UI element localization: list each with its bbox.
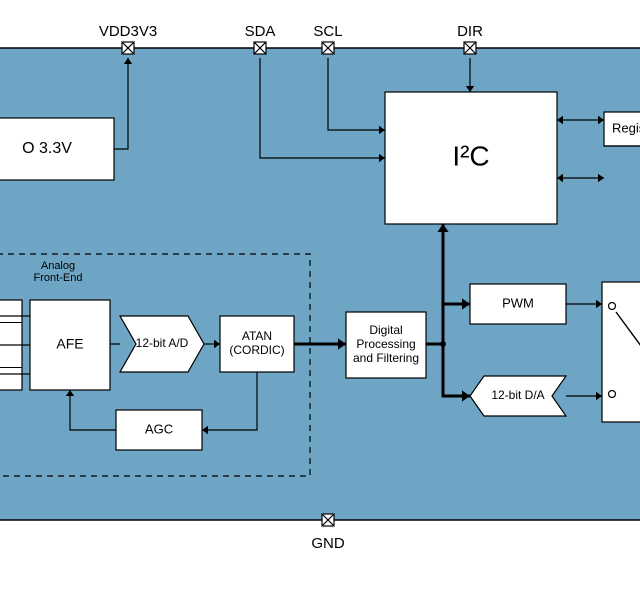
pin-label-vdd3v3: VDD3V3: [99, 23, 157, 40]
pin-dir: [464, 42, 476, 54]
i2c-block-label: I²C: [452, 140, 489, 171]
pwm-block-label: PWM: [502, 295, 534, 310]
pin-sda: [254, 42, 266, 54]
dac-label: 12-bit D/A: [491, 388, 544, 402]
adc-label: 12-bit A/D: [136, 336, 189, 350]
pin-label-sda: SDA: [245, 23, 276, 40]
afe-caption: Front-End: [34, 272, 83, 284]
dsp-block-label: and Filtering: [353, 351, 419, 365]
output-switch: [602, 282, 640, 422]
pin-label-dir: DIR: [457, 23, 483, 40]
pin-vdd3v3: [122, 42, 134, 54]
atan-block-label: (CORDIC): [229, 343, 284, 357]
dsp-block-label: Digital: [369, 323, 402, 337]
dsp-block-label: Processing: [356, 337, 415, 351]
registers-block-label: Regist: [612, 120, 640, 135]
ldo-block-label: O 3.3V: [22, 140, 72, 157]
pin-label-gnd: GND: [311, 535, 345, 552]
afe-caption: Analog: [41, 260, 75, 272]
afe-block-label: AFE: [56, 336, 83, 352]
pin-scl: [322, 42, 334, 54]
atan-block-label: ATAN: [242, 329, 272, 343]
agc-block-label: AGC: [145, 421, 173, 436]
pin-label-scl: SCL: [313, 23, 342, 40]
pin-gnd: [322, 514, 334, 526]
